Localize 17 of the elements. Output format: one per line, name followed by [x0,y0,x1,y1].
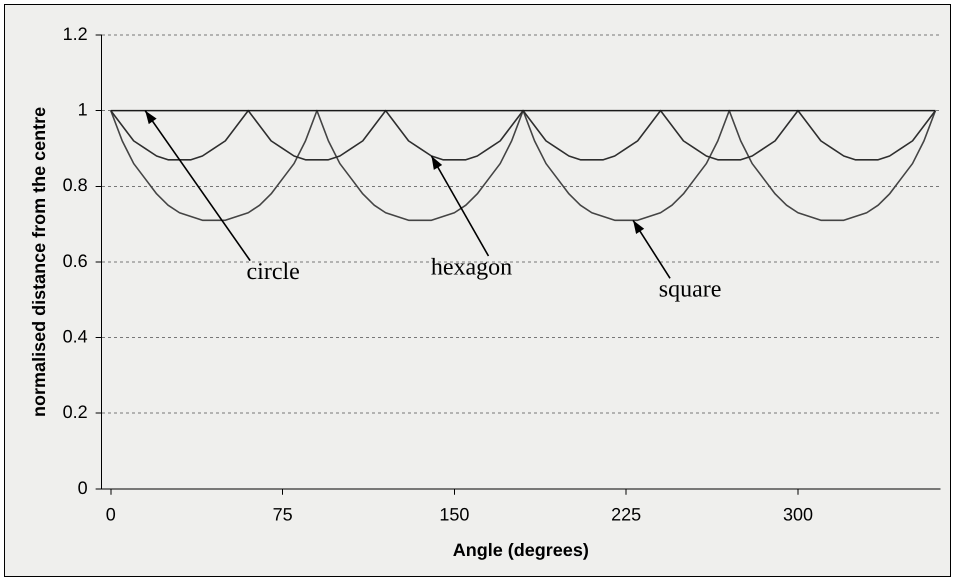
x-tick-label: 150 [439,504,470,525]
y-axis-title: normalised distance from the centre [28,106,49,417]
y-tick-label: 1.2 [62,24,88,44]
y-tick-label: 0.6 [62,250,88,271]
x-tick-label: 0 [106,504,116,525]
annotation: hexagon [430,254,512,280]
x-tick-label: 75 [272,504,293,525]
y-tick-label: 0.4 [62,326,88,346]
x-axis-title: Angle (degrees) [452,540,589,560]
y-tick-label: 0.8 [62,175,88,196]
x-tick-label: 300 [782,504,814,525]
y-tick-label: 0 [78,478,88,498]
annotation: square [658,276,722,303]
y-tick-label: 1 [78,100,88,120]
x-tick-label: 225 [611,504,642,525]
y-tick-label: 0.2 [62,402,88,422]
annotation: circle [246,258,300,285]
